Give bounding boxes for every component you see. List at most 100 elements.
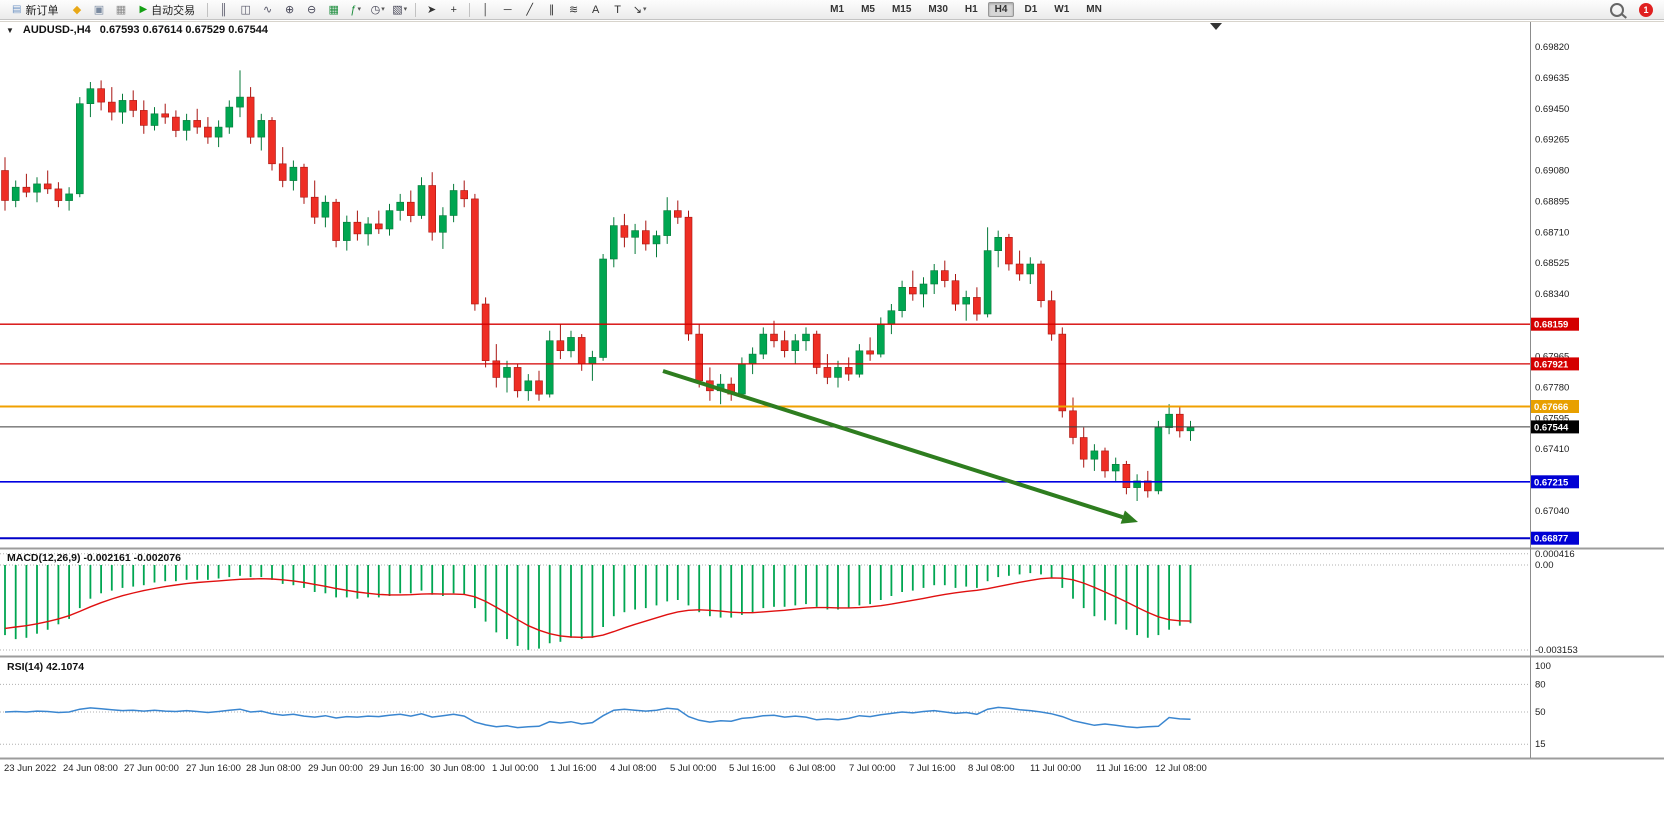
price-tag (1531, 420, 1579, 434)
trend-arrow-head[interactable] (1120, 510, 1138, 524)
cursor-icon[interactable]: ➤ (427, 3, 437, 16)
macd-header: MACD(12,26,9) -0.002161 -0.002076 (7, 552, 181, 564)
candle-bear (556, 340, 565, 352)
chart-canvas[interactable]: 0.69820 0.69635 0.69450 0.69265 0.69080 0.688… (0, 19, 1664, 830)
candle-bull (962, 297, 971, 305)
timeframe-m1[interactable]: M1 (830, 4, 845, 15)
candle-bear (641, 230, 650, 245)
horizontal-line-icon[interactable]: ─ (503, 3, 512, 16)
macd-axis-label: -0.003153 (1535, 645, 1578, 656)
candle-bear (246, 96, 255, 138)
candle-bull (791, 340, 800, 352)
auto-trading-button[interactable]: ▶ 自动交易 (139, 4, 196, 17)
text-icon[interactable]: A (591, 3, 600, 16)
time-axis-label: 28 Jun 08:00 (246, 763, 301, 774)
candle-bear (374, 223, 383, 230)
candle-bull (289, 166, 298, 181)
notification-badge[interactable]: 1 (1639, 2, 1653, 17)
time-axis-label: 7 Jul 00:00 (849, 763, 895, 774)
candle-bear (1069, 410, 1077, 438)
time-axis-label: 11 Jul 00:00 (1030, 763, 1081, 774)
bar-chart-mode-icon[interactable]: ║ (219, 3, 228, 16)
trendline-icon[interactable]: ╱ (526, 3, 533, 16)
candle-bear (951, 280, 960, 305)
candle-bull (503, 367, 511, 378)
zoom-in-icon[interactable]: ⊕ (285, 3, 295, 16)
price-axis-label: 0.68710 (1535, 227, 1569, 238)
zoom-out-icon[interactable]: ⊖ (307, 3, 317, 16)
candle-bull (1186, 427, 1195, 432)
candle-bear (844, 367, 853, 375)
arrows-tool-icon[interactable]: ↘ ▾ (632, 3, 647, 16)
timeframe-mn[interactable]: MN (1086, 4, 1102, 15)
timeframe-m30[interactable]: M30 (928, 4, 948, 15)
candle-bear (353, 221, 362, 235)
candle-bull (802, 333, 810, 342)
timeframe-h1[interactable]: H1 (964, 4, 978, 15)
periods-icon[interactable]: ◷ ▾ (370, 3, 385, 16)
indicators-icon[interactable]: ƒ ▾ (350, 3, 361, 16)
print-icon[interactable]: ▦ (115, 3, 127, 16)
candle-bear (1047, 300, 1056, 335)
price-axis-label: 0.68525 (1535, 258, 1569, 269)
candle-bull (609, 225, 618, 260)
candle-bull (321, 201, 330, 218)
candle-bull (738, 363, 746, 395)
candle-bull (567, 337, 575, 352)
candle-bear (193, 120, 201, 128)
candle-bull (524, 380, 533, 392)
price-axis-label: 0.67595 (1535, 413, 1569, 424)
candle-bull (1090, 450, 1099, 460)
price-axis-label: 0.68340 (1535, 289, 1569, 300)
channel-icon[interactable]: ∥ (548, 3, 555, 16)
candle-bull (983, 250, 992, 315)
vertical-line-icon[interactable]: │ (482, 3, 490, 16)
candle-bull (1133, 480, 1141, 488)
trend-arrow[interactable] (662, 369, 1124, 520)
fibonacci-icon[interactable]: ≋ (569, 3, 579, 16)
new-order-button[interactable]: ▤ 新订单 (12, 4, 59, 17)
symbol-dropdown-icon[interactable]: ▼ (6, 25, 14, 35)
price-tag (1531, 400, 1579, 413)
timeframe-m15[interactable]: M15 (891, 4, 912, 15)
candlestick-mode-icon[interactable]: ◫ (240, 3, 251, 16)
candle-bull (33, 183, 41, 193)
mql-community-icon[interactable]: ◆ (72, 3, 82, 16)
timeframe-w1[interactable]: W1 (1054, 4, 1070, 15)
search-icon[interactable] (1610, 2, 1624, 17)
candle-bull (663, 210, 672, 236)
timeframe-m5[interactable]: M5 (861, 4, 875, 15)
time-axis-label: 29 Jun 16:00 (369, 763, 424, 774)
templates-icon[interactable]: ▧ ▾ (392, 3, 408, 16)
candle-bull (1165, 413, 1173, 428)
candle-bear (300, 166, 308, 198)
line-chart-mode-icon[interactable]: ∿ (263, 3, 273, 16)
candle-bear (866, 350, 874, 355)
price-tag (1531, 475, 1579, 489)
tile-windows-icon[interactable]: ▦ (328, 3, 339, 16)
candle-bear (140, 110, 148, 126)
price-tag (1531, 357, 1579, 371)
candle-bear (406, 201, 415, 216)
candle-bull (11, 186, 20, 201)
candle-bear (310, 196, 319, 218)
candle-bull (919, 283, 928, 295)
candle-bear (22, 186, 31, 193)
candle-bear (1176, 413, 1184, 432)
candle-bear (1058, 333, 1067, 412)
price-axis-label: 0.67040 (1535, 506, 1569, 517)
candle-bear (780, 340, 789, 352)
candle-bull (439, 215, 447, 233)
label-icon[interactable]: T (614, 3, 622, 16)
candle-bear (492, 360, 501, 378)
price-axis-label: 0.69820 (1535, 42, 1569, 53)
timeframe-d1[interactable]: D1 (1024, 4, 1038, 15)
crosshair-icon[interactable]: + (450, 3, 457, 16)
price-axis-label: 0.69635 (1535, 73, 1569, 84)
candle-bull (1026, 263, 1035, 275)
candle-bull (887, 310, 896, 325)
candle-bear (332, 201, 340, 241)
timeframe-h4[interactable]: H4 (987, 2, 1015, 17)
profile-icon[interactable]: ▣ (93, 3, 105, 16)
